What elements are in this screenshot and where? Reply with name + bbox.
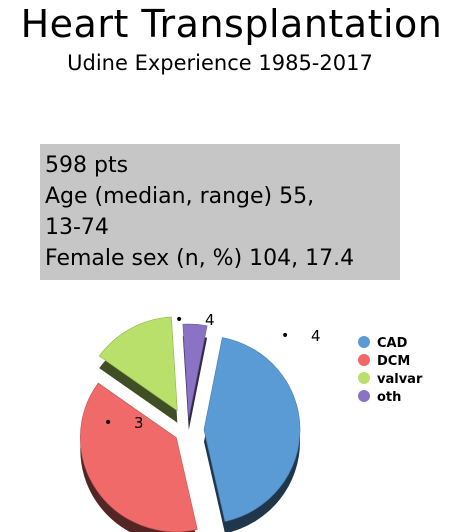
pie-slice-valvar (98, 316, 178, 412)
legend-swatch-cad (358, 336, 370, 348)
data-label-bullet: • (175, 312, 183, 328)
slide-subtitle: Udine Experience 1985-2017 (67, 51, 373, 75)
age-line: Age (median, range) 55, (45, 184, 315, 209)
legend-label-oth: oth (377, 390, 401, 405)
legend-swatch-valvar (358, 372, 370, 384)
pie-slice-cad (203, 337, 301, 522)
slide-title: Heart Transplantation (20, 2, 443, 46)
pie-slice-oth (182, 323, 208, 419)
age-range: 13-74 (45, 215, 109, 240)
female-sex-line: Female sex (n, %) 104, 17.4 (45, 246, 355, 271)
patients-count: 598 pts (45, 153, 129, 178)
pie-slice-dcm (80, 382, 198, 532)
data-label-dcm: 3 (134, 414, 144, 432)
legend-swatch-dcm (358, 354, 370, 366)
legend-swatch-oth (358, 390, 370, 402)
data-label-cad: 4 (311, 327, 321, 345)
data-label-bullet: • (104, 415, 112, 431)
data-label-oth: 4 (205, 311, 215, 329)
legend-label-valvar: valvar (377, 372, 423, 387)
legend-label-cad: CAD (377, 336, 408, 351)
indication-pie-chart: • 4 • 3 • 4 CAD DCM valvar oth (80, 311, 423, 532)
legend-label-dcm: DCM (377, 354, 410, 369)
summary-box: 598 pts Age (median, range) 55, 13-74 Fe… (40, 144, 400, 280)
chart-legend: CAD DCM valvar oth (358, 336, 423, 405)
data-label-bullet: • (281, 328, 289, 344)
